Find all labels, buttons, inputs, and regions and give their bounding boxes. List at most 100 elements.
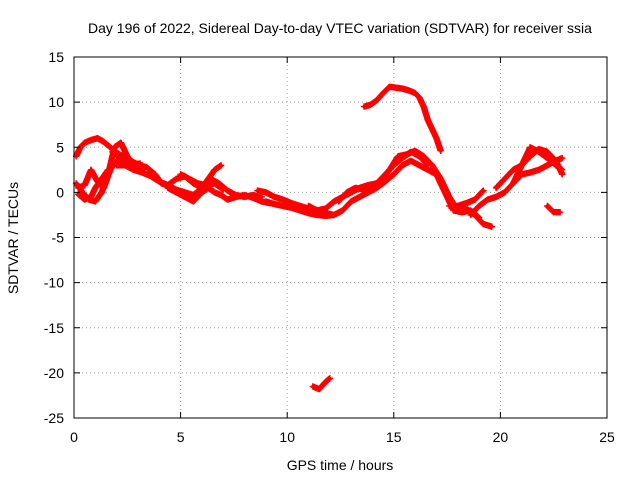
- data-point: [225, 197, 230, 202]
- data-point: [100, 177, 104, 181]
- data-point: [349, 199, 353, 203]
- grid-lines: [74, 57, 607, 418]
- data-point: [396, 154, 400, 158]
- data-point: [375, 186, 379, 190]
- data-point: [477, 204, 481, 208]
- y-tick-label: 0: [56, 184, 64, 200]
- data-point: [83, 197, 87, 202]
- data-point: [494, 186, 498, 190]
- data-point: [125, 154, 129, 158]
- data-point: [89, 195, 93, 199]
- y-tick-label: 15: [48, 49, 64, 65]
- data-point: [528, 170, 532, 175]
- data-point: [345, 190, 349, 194]
- data-point: [317, 387, 321, 391]
- x-tick-label: 5: [177, 429, 185, 445]
- data-point: [115, 163, 119, 167]
- data-point: [289, 206, 294, 210]
- data-point: [434, 136, 439, 140]
- series-markers: [360, 83, 444, 155]
- data-point: [545, 156, 549, 160]
- data-point: [93, 186, 97, 190]
- data-point: [264, 199, 268, 203]
- data-point: [464, 201, 468, 205]
- data-point: [332, 199, 336, 203]
- data-point: [481, 188, 485, 193]
- data-point: [341, 208, 345, 213]
- data-point: [486, 197, 490, 202]
- data-point: [311, 384, 315, 389]
- data-point: [473, 197, 477, 202]
- data-point: [76, 192, 80, 196]
- data-point: [157, 179, 161, 184]
- data-point: [219, 163, 223, 167]
- x-tick-label: 15: [386, 429, 402, 445]
- data-point: [545, 204, 549, 208]
- data-point: [336, 199, 340, 203]
- axis-ticks: 0 5 10 15 20 25 -25 -20 -15 -10 -5 0 5 10 15: [44, 49, 615, 445]
- data-point: [362, 188, 366, 192]
- data-point: [255, 188, 259, 193]
- data-point: [409, 159, 413, 163]
- data-point: [123, 163, 127, 167]
- data-point: [362, 105, 366, 109]
- data-point: [306, 204, 311, 208]
- data-point: [439, 149, 443, 153]
- data-point: [298, 204, 302, 208]
- data-point: [242, 193, 247, 197]
- data-point: [417, 96, 421, 100]
- data-point: [174, 177, 178, 181]
- y-axis-label: SDTVAR / TECUs: [5, 182, 21, 294]
- data-point: [387, 168, 392, 172]
- data-point: [281, 197, 285, 202]
- series-arc-4: [75, 166, 112, 203]
- data-point: [115, 159, 119, 163]
- data-point: [407, 88, 411, 92]
- data-point: [76, 186, 80, 190]
- data-point: [191, 199, 195, 203]
- data-point: [430, 163, 434, 167]
- data-point: [208, 177, 213, 181]
- data-point: [328, 376, 332, 380]
- x-tick-label: 0: [70, 429, 78, 445]
- data-point: [196, 181, 200, 185]
- data-point: [447, 195, 451, 199]
- data-point: [281, 204, 285, 208]
- data-point: [503, 190, 507, 194]
- data-point: [422, 154, 426, 158]
- data-point: [464, 207, 468, 211]
- data-point: [213, 181, 217, 185]
- data-point: [93, 199, 97, 203]
- data-point: [260, 195, 264, 199]
- data-point: [89, 138, 93, 142]
- data-point: [260, 199, 264, 203]
- data-point: [537, 150, 541, 154]
- data-point: [95, 136, 100, 140]
- data-point: [187, 177, 191, 181]
- data-point: [552, 210, 556, 214]
- data-point: [560, 156, 564, 160]
- series-arc-17: [510, 144, 566, 187]
- data-point: [413, 91, 417, 95]
- data-point: [149, 174, 153, 178]
- data-point: [315, 208, 319, 213]
- data-point: [353, 186, 358, 190]
- data-point: [456, 204, 460, 208]
- plot-frame: [73, 56, 608, 419]
- data-point: [358, 195, 362, 199]
- data-point: [387, 85, 392, 89]
- data-point: [417, 163, 421, 167]
- data-point: [368, 103, 372, 107]
- data-point: [272, 202, 277, 206]
- series-arc-7: [164, 184, 274, 207]
- data-point: [110, 150, 114, 154]
- data-point: [558, 210, 562, 214]
- data-point: [323, 214, 328, 218]
- data-point: [251, 196, 255, 200]
- data-point: [545, 150, 549, 154]
- x-tick-label: 10: [279, 429, 295, 445]
- series-arc-10: [262, 157, 483, 221]
- data-point: [289, 201, 294, 205]
- data-point: [494, 195, 498, 199]
- data-point: [183, 195, 187, 199]
